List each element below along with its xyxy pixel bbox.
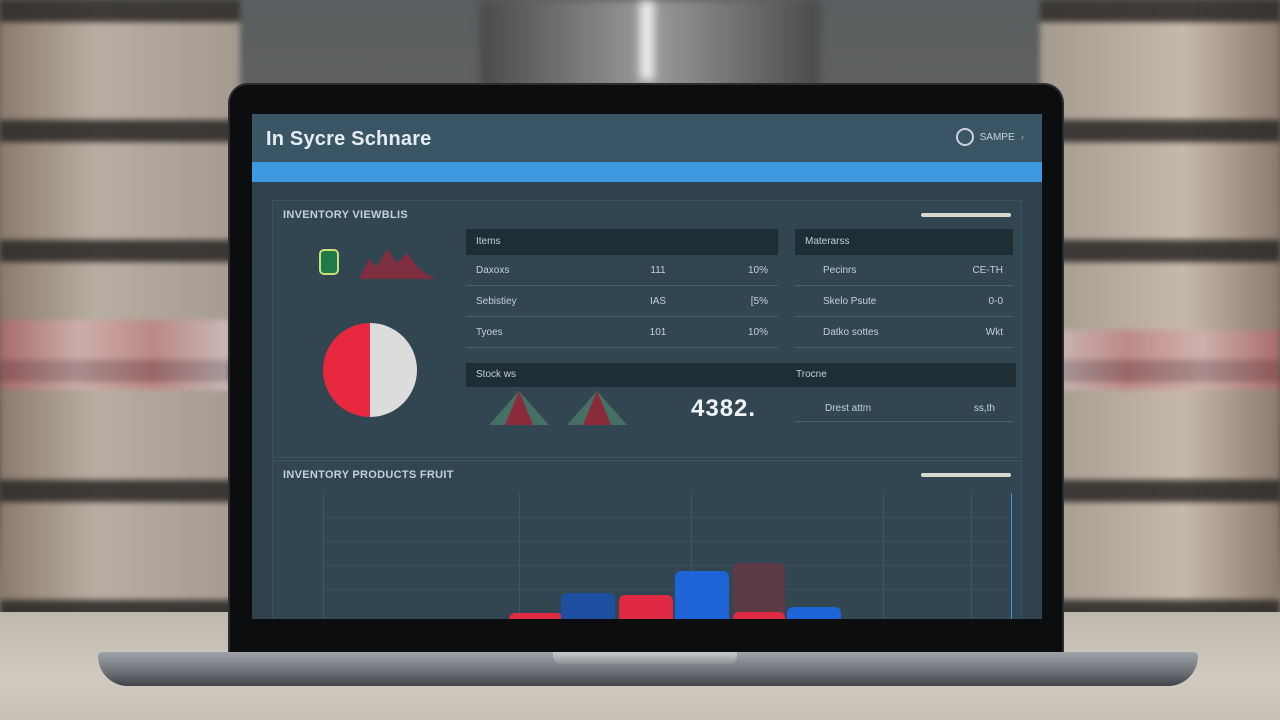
table-row[interactable]: Tyoes 101 10%	[466, 317, 778, 348]
dashboard-screen: In Sycre Schnare SAMPE › INVENTORY VIEWB…	[252, 114, 1042, 619]
items-table: Items Daxoxs 111 10% Sebistiey IAS [5% T…	[466, 229, 778, 348]
ceiling-light	[480, 0, 820, 90]
pie-chart	[323, 323, 417, 417]
chart-panel: INVENTORY PRODUCTS FRUIT	[272, 460, 1022, 619]
right-shelves	[1040, 0, 1280, 620]
user-label: SAMPE	[979, 131, 1015, 143]
items-table-header: Items	[466, 229, 778, 255]
table-row[interactable]: Pecinrs CE-TH	[795, 255, 1013, 286]
chart-title: INVENTORY PRODUCTS FRUIT	[283, 469, 454, 481]
table-row[interactable]: Datko sottes Wkt	[795, 317, 1013, 348]
table-row[interactable]: Sebistiey IAS [5%	[466, 286, 778, 317]
bar-chart	[323, 493, 1013, 619]
bar	[619, 595, 673, 619]
user-menu[interactable]: SAMPE ›	[955, 128, 1024, 146]
overview-panel: INVENTORY VIEWBLIS Items Daxoxs 111 10% …	[272, 200, 1022, 458]
chart-progress	[921, 473, 1011, 477]
top-bar: In Sycre Schnare SAMPE ›	[252, 114, 1042, 162]
bar	[733, 612, 785, 619]
overview-progress	[921, 213, 1011, 217]
red-mountain-chart-icon	[359, 249, 435, 279]
laptop-notch	[553, 652, 737, 664]
bar	[787, 607, 841, 619]
table-row[interactable]: Daxoxs 111 10%	[466, 255, 778, 286]
summary-header: Stock ws Trocne	[466, 363, 1016, 387]
bar	[733, 563, 785, 619]
chevron-icon: ›	[1020, 131, 1024, 143]
accent-bar	[252, 162, 1042, 182]
green-box-icon	[319, 249, 339, 275]
kpi-value: 4382.	[691, 395, 757, 422]
left-shelves	[0, 0, 240, 620]
materials-table-header: Materarss	[795, 229, 1013, 255]
summary-row[interactable]: Drest attm ss,th	[795, 395, 1013, 422]
materials-table: Materarss Pecinrs CE-TH Skelo Psute 0-0 …	[795, 229, 1013, 348]
bar	[675, 571, 729, 619]
user-icon	[955, 128, 974, 146]
bar	[509, 613, 563, 619]
table-row[interactable]: Skelo Psute 0-0	[795, 286, 1013, 317]
bar	[561, 593, 615, 619]
app-title: In Sycre Schnare	[266, 128, 432, 150]
overview-title: INVENTORY VIEWBLIS	[283, 209, 408, 221]
